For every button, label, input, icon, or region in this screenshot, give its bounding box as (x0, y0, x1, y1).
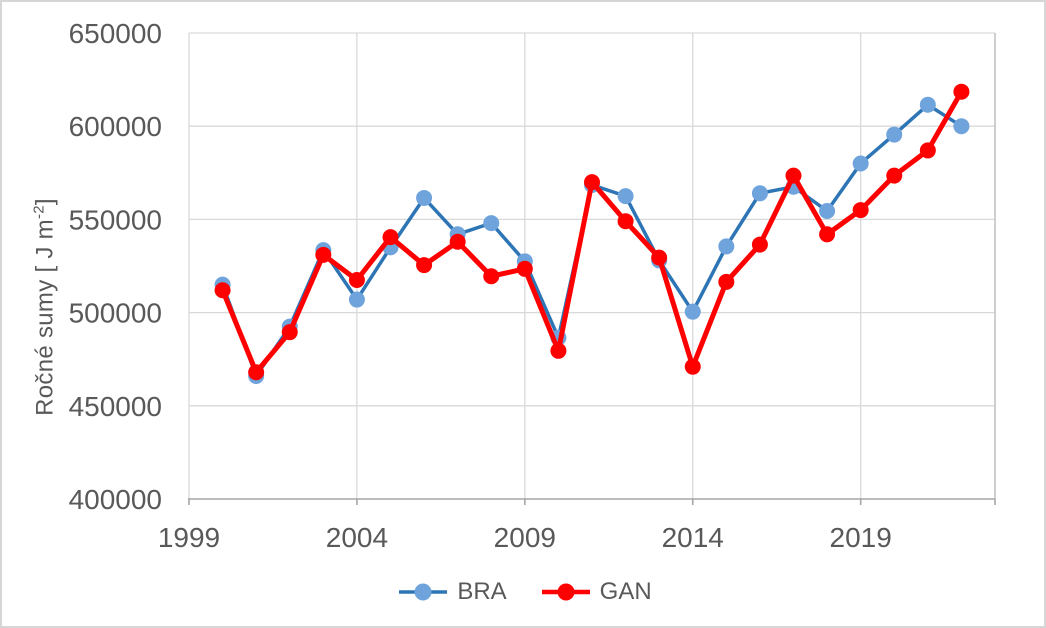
bra-marker-2021 (919, 96, 936, 113)
bra-line (220, 103, 964, 378)
gan-marker-2017 (785, 167, 802, 184)
bra-marker-2014 (684, 303, 701, 320)
y-tick-label-400000: 400000 (69, 484, 162, 515)
legend-label-gan: GAN (599, 578, 652, 605)
x-tick-label-1999: 1999 (158, 522, 220, 553)
bra-marker-2018 (819, 203, 836, 220)
gan-marker-2020 (886, 167, 903, 184)
gan-marker-2013 (651, 249, 668, 266)
gan-marker-2018 (819, 226, 836, 243)
gan-marker-2006 (416, 257, 433, 274)
gan-line (220, 89, 964, 375)
gan-marker-2021 (919, 142, 936, 159)
y-tick-label-650000: 650000 (69, 18, 162, 49)
bra-legend-swatch (399, 583, 448, 601)
gan-marker-2014 (684, 358, 701, 375)
y-tick-label-500000: 500000 (69, 298, 162, 329)
bra-marker-2015 (718, 238, 735, 255)
gan-marker-2009 (516, 260, 533, 277)
x-tick-label-2014: 2014 (662, 522, 724, 553)
bra-marker-2004 (348, 291, 365, 308)
gan-marker-2008 (483, 268, 500, 285)
gan-marker-2002 (281, 324, 298, 341)
gan-legend-swatch (541, 583, 590, 601)
bra-marker-2016 (751, 185, 768, 202)
gan-marker-2004 (348, 271, 365, 288)
gan-marker-2011 (584, 174, 600, 191)
gan-marker-2022 (953, 83, 970, 100)
y-axis-title-superscript: -2 (30, 205, 48, 220)
legend-label-bra: BRA (457, 578, 507, 605)
y-tick-label-600000: 600000 (69, 111, 162, 142)
gan-marker-2005 (382, 229, 399, 246)
y-axis-title: Ročné sumy [ J m-2] (31, 198, 60, 416)
gan-marker-2003 (315, 246, 332, 263)
x-tick-label-2004: 2004 (326, 522, 388, 553)
bra-legend-marker (414, 583, 432, 601)
bra-marker-2022 (953, 118, 970, 135)
gan-marker-2010 (550, 342, 567, 359)
x-tick-label-2019: 2019 (830, 522, 892, 553)
gan-marker-2016 (751, 236, 768, 253)
y-tick-label-550000: 550000 (69, 204, 162, 235)
gan-marker-2019 (852, 202, 869, 219)
bra-marker-2012 (617, 188, 634, 205)
bra-marker-2020 (886, 126, 903, 143)
gan-marker-2001 (248, 364, 265, 381)
legend-item-bra[interactable]: BRA (398, 578, 507, 606)
x-tick-label-2009: 2009 (494, 522, 556, 553)
y-tick-label-450000: 450000 (69, 391, 162, 422)
gan-marker-2015 (718, 273, 735, 290)
gan-marker-2007 (449, 233, 466, 250)
gan-legend-marker (557, 583, 575, 601)
gan-marker-2012 (617, 213, 634, 230)
legend-item-gan[interactable]: GAN (541, 578, 652, 606)
bra-marker-2019 (852, 155, 869, 172)
y-axis-title-bracket: ] (31, 198, 59, 206)
legend: BRA GAN (2, 578, 1046, 606)
bra-marker-2008 (483, 215, 500, 232)
y-axis-title-text: Ročné sumy [ J m (31, 219, 59, 416)
gan-marker-2000 (214, 282, 231, 299)
bra-marker-2006 (416, 189, 433, 206)
